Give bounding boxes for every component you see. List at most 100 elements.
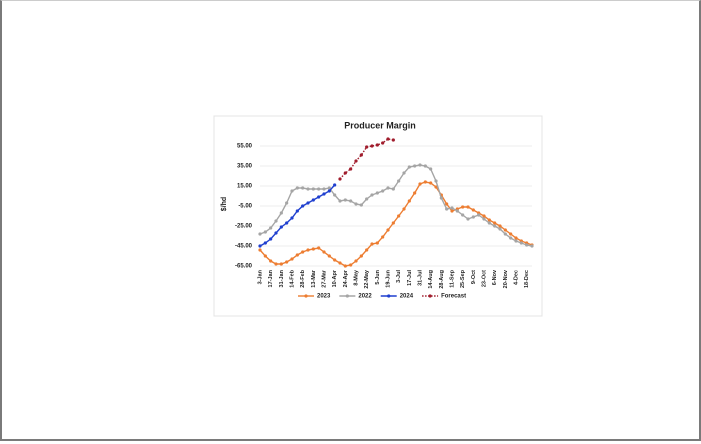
point (317, 246, 321, 250)
x-tick-label: 4-Dec (513, 270, 519, 285)
point (322, 192, 326, 196)
point (498, 227, 502, 231)
point (343, 264, 347, 268)
y-tick-label: 35.00 (237, 164, 253, 170)
point (429, 181, 433, 185)
point (461, 213, 465, 217)
x-tick-label: 13-Mar (311, 269, 317, 288)
x-tick-label: 11-Sep (449, 269, 455, 287)
point (445, 202, 449, 206)
point (466, 205, 470, 209)
point (349, 199, 353, 203)
point (333, 183, 337, 187)
point (407, 165, 411, 169)
x-tick-label: 27-Mar (321, 269, 327, 288)
legend-marker (345, 294, 349, 298)
point (279, 262, 283, 266)
point (317, 195, 321, 199)
point (381, 235, 385, 239)
point (370, 242, 374, 246)
point (509, 236, 513, 240)
y-tick-label: -65.00 (235, 264, 253, 270)
point (413, 164, 417, 168)
x-tick-label: 19-Jun (385, 269, 391, 287)
point (317, 187, 321, 191)
point (375, 143, 379, 147)
point (429, 167, 433, 171)
legend-label: Forecast (441, 294, 466, 300)
point (519, 241, 523, 245)
point (263, 230, 267, 234)
point (418, 182, 422, 186)
x-tick-label: 22-May (364, 269, 370, 289)
point (381, 189, 385, 193)
point (482, 214, 486, 218)
point (359, 203, 363, 207)
point (338, 177, 342, 181)
point (354, 259, 358, 263)
x-tick-label: 28-Feb (300, 269, 306, 287)
point (338, 199, 342, 203)
point (306, 187, 310, 191)
point (327, 189, 331, 193)
point (381, 141, 385, 145)
x-tick-label: 17-Jul (407, 270, 413, 286)
point (493, 221, 497, 225)
x-tick-label: 8-May (353, 269, 359, 286)
legend-marker (387, 294, 391, 298)
legend-marker (428, 294, 432, 298)
legend-label: 2023 (317, 294, 331, 300)
point (482, 217, 486, 221)
point (343, 171, 347, 175)
point (263, 241, 267, 245)
y-axis-label: $/hd (221, 197, 228, 211)
point (365, 197, 369, 201)
point (375, 241, 379, 245)
point (375, 191, 379, 195)
point (338, 261, 342, 265)
x-tick-label: 28-Aug (439, 270, 445, 289)
point (311, 187, 315, 191)
point (343, 198, 347, 202)
y-tick-label: -45.00 (235, 244, 253, 250)
point (391, 221, 395, 225)
x-tick-label: 6-Nov (492, 269, 498, 285)
point (445, 207, 449, 211)
y-tick-label: -5.00 (238, 204, 252, 210)
y-tick-label: 15.00 (237, 184, 253, 190)
y-tick-label: 55.00 (237, 144, 253, 150)
point (349, 263, 353, 267)
x-tick-label: 10-Apr (332, 269, 338, 287)
point (354, 202, 358, 206)
point (418, 163, 422, 167)
legend-label: 2024 (400, 294, 414, 300)
point (386, 228, 390, 232)
point (455, 209, 459, 213)
point (423, 164, 427, 168)
x-tick-label: 31-Jan (279, 269, 285, 287)
point (487, 221, 491, 225)
x-tick-label: 3-Jul (396, 270, 402, 283)
point (263, 254, 267, 258)
point (333, 193, 337, 197)
point (285, 201, 289, 205)
point (295, 209, 299, 213)
point (274, 219, 278, 223)
point (290, 189, 294, 193)
point (434, 185, 438, 189)
point (397, 179, 401, 183)
point (301, 186, 305, 190)
point (295, 253, 299, 257)
series-line (259, 164, 533, 247)
point (269, 237, 273, 241)
point (450, 206, 454, 210)
point (391, 187, 395, 191)
chart-title: Producer Margin (344, 120, 416, 130)
point (258, 232, 262, 236)
point (391, 138, 395, 142)
point (386, 186, 390, 190)
point (285, 260, 289, 264)
point (295, 186, 299, 190)
